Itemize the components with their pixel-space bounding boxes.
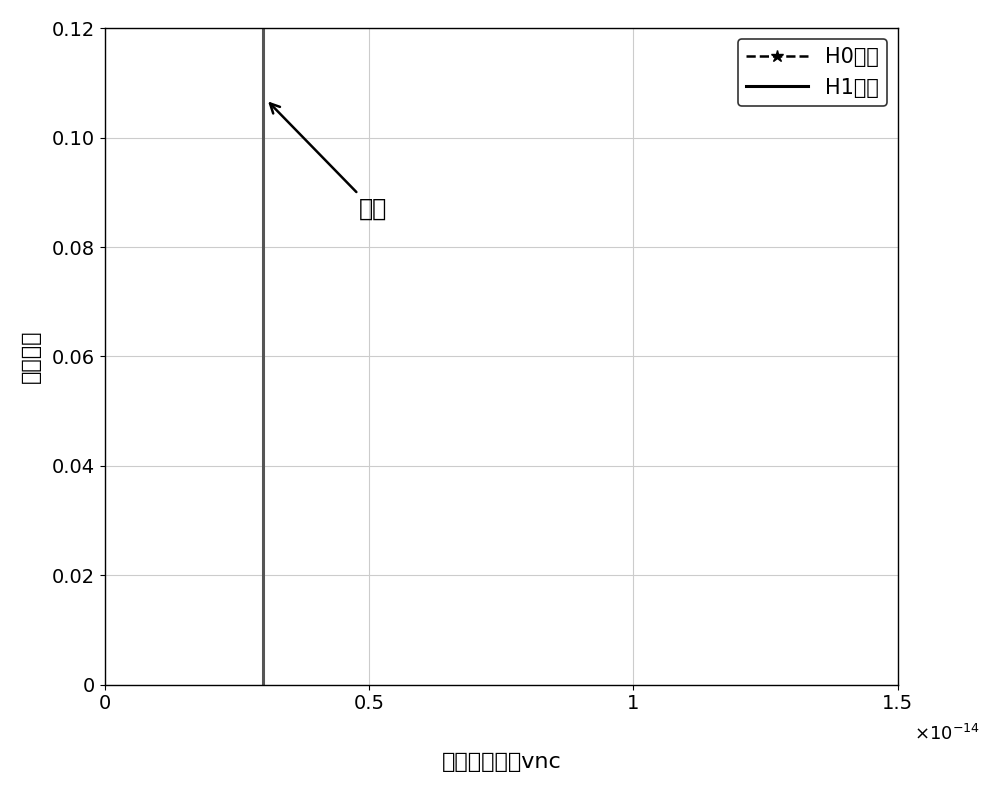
X-axis label: 非相干检测量vnc: 非相干检测量vnc xyxy=(441,753,561,772)
Y-axis label: 概率分布: 概率分布 xyxy=(21,330,41,383)
Text: $\times10^{-14}$: $\times10^{-14}$ xyxy=(914,724,980,744)
Legend: H0假设, H1假设: H0假设, H1假设 xyxy=(738,39,887,105)
Text: 门限: 门限 xyxy=(270,103,387,220)
